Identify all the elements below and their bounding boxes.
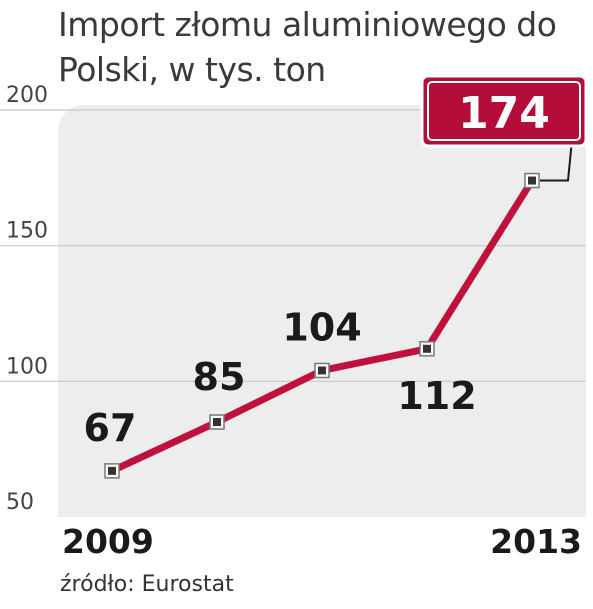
chart-title: Import złomu aluminiowego do Polski, w t… xyxy=(58,5,557,89)
data-point xyxy=(209,414,225,430)
y-axis-ticks: 50 100 150 200 xyxy=(6,83,48,515)
x-tick-label: 2009 xyxy=(62,522,154,561)
x-axis-ticks: 2009 2013 xyxy=(62,522,582,561)
callout: 174 xyxy=(420,74,588,182)
source-note: źródło: Eurostat xyxy=(60,572,234,597)
x-tick-label: 2013 xyxy=(490,522,582,561)
callout-label: 174 xyxy=(458,88,550,139)
data-label: 85 xyxy=(193,355,246,399)
y-tick-label: 200 xyxy=(6,83,48,108)
data-point xyxy=(314,362,330,379)
callout-box xyxy=(420,74,588,148)
data-point xyxy=(104,463,120,479)
y-tick-label: 50 xyxy=(6,490,34,515)
callout-inner-border xyxy=(427,81,581,141)
y-tick-label: 150 xyxy=(6,219,48,244)
callout-leader xyxy=(540,139,573,182)
data-point xyxy=(419,341,435,357)
data-point xyxy=(524,172,540,189)
data-label: 104 xyxy=(282,305,361,349)
data-label: 112 xyxy=(397,374,476,418)
data-labels: 67 85 104 112 xyxy=(84,305,477,449)
data-label: 67 xyxy=(84,406,137,450)
plot-background xyxy=(58,105,586,517)
data-points xyxy=(104,172,540,479)
y-tick-label: 100 xyxy=(6,354,48,379)
